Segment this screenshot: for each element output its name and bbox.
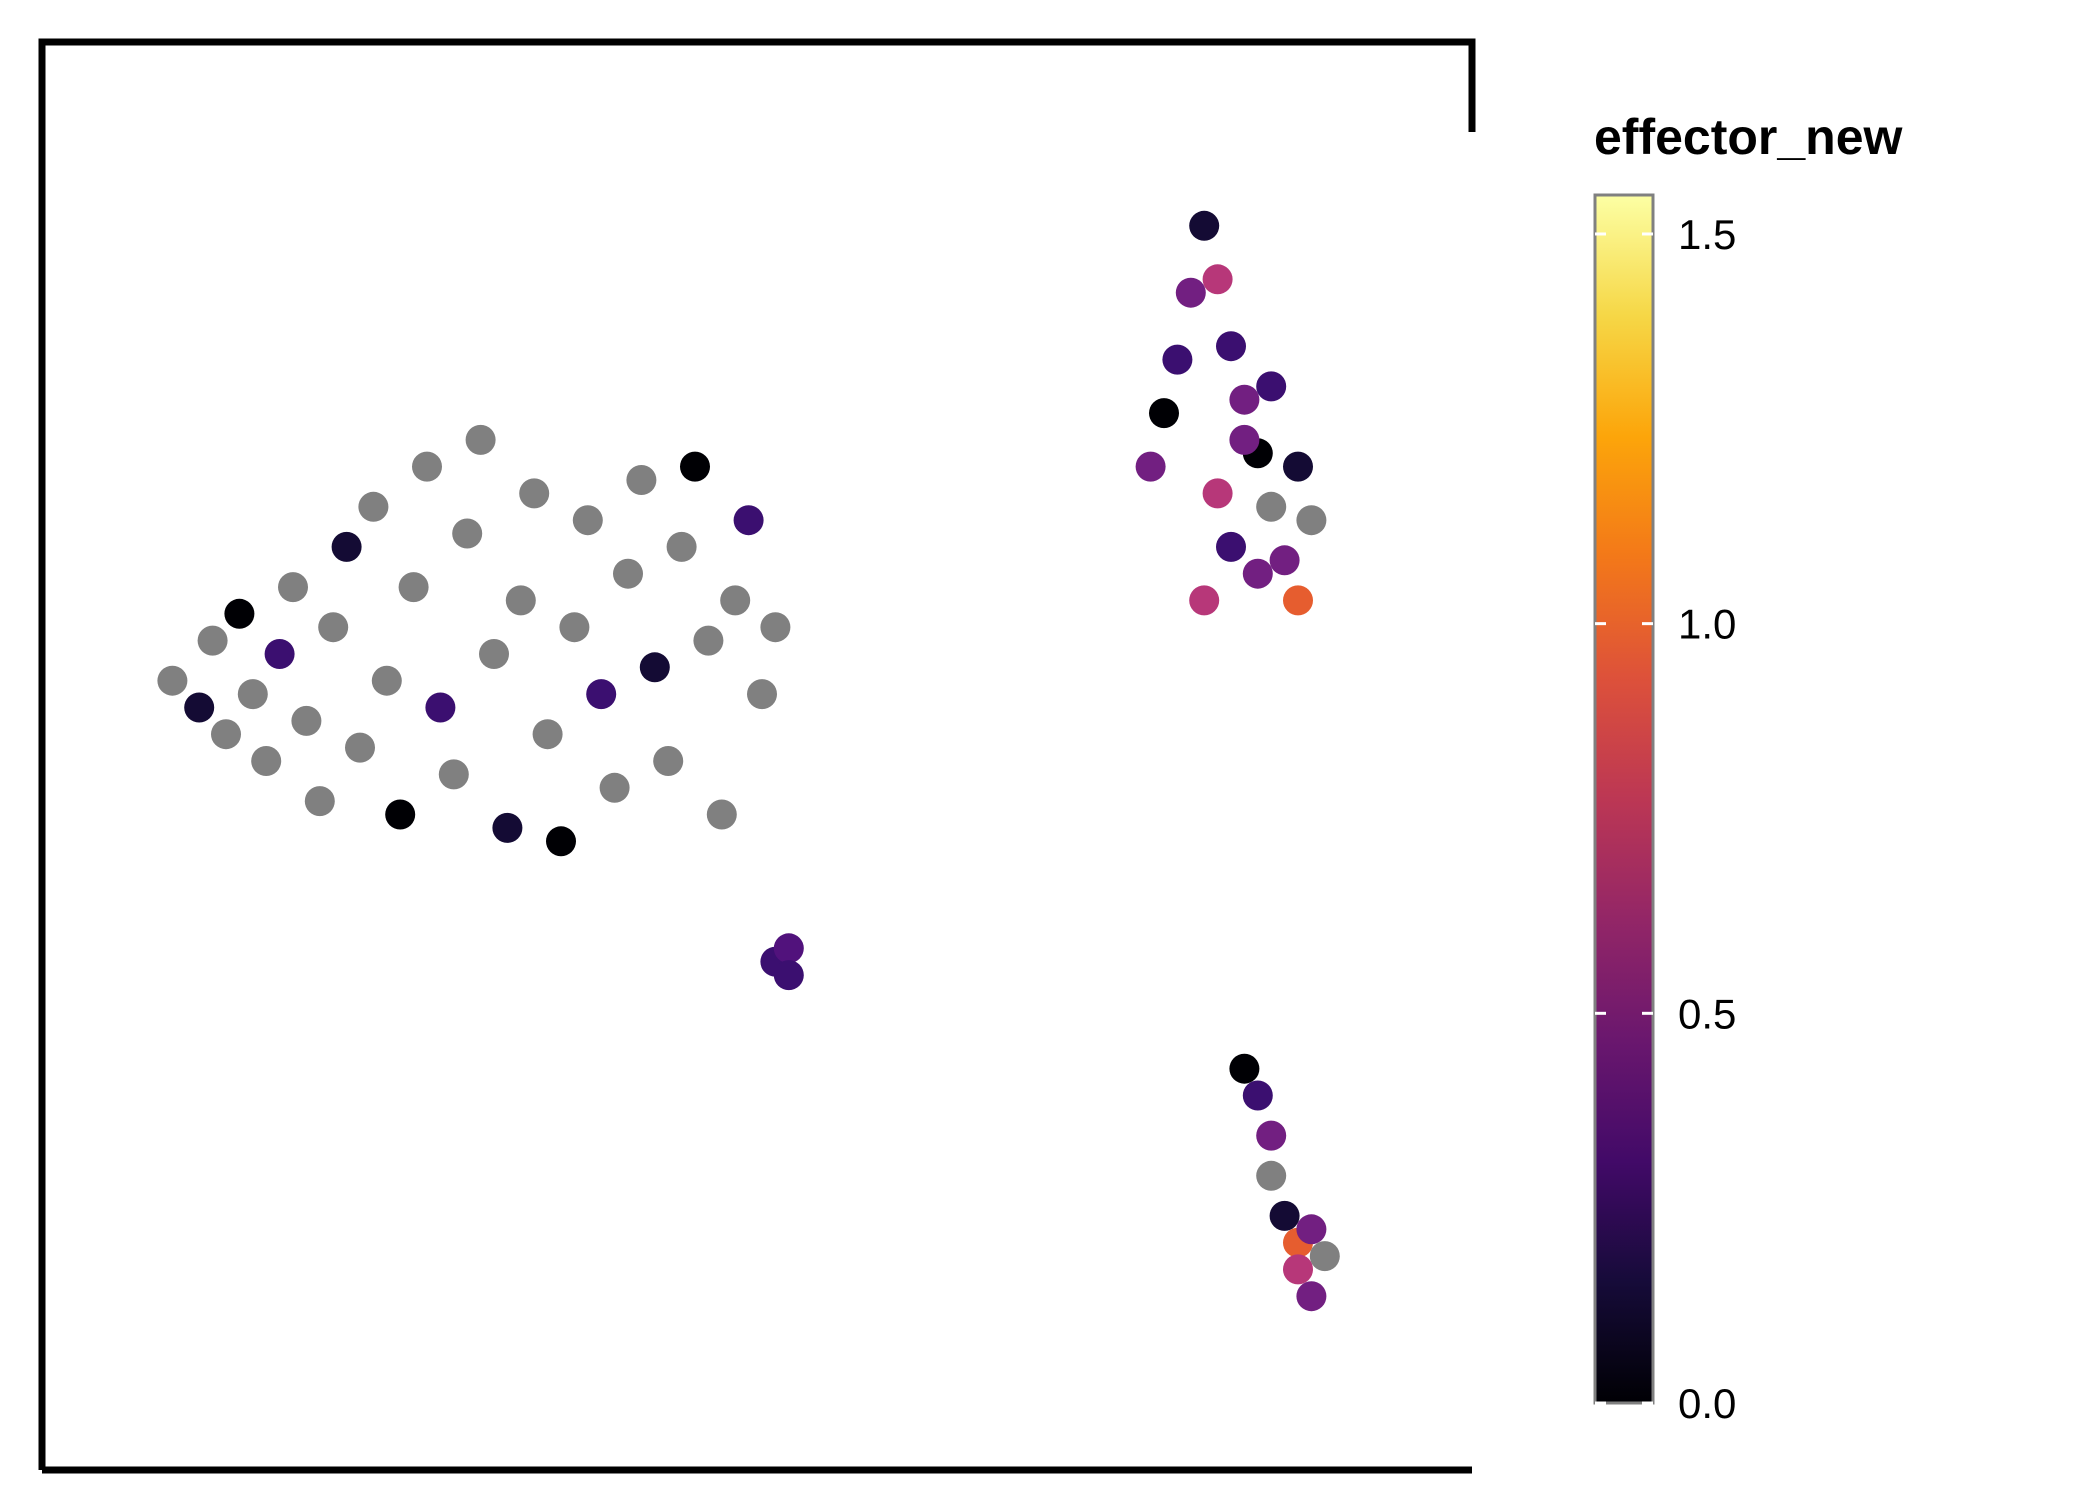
- scatter-point-large-left-16: [385, 799, 416, 830]
- scatter-point-large-left-15: [371, 665, 402, 696]
- scatter-point-large-left-43: [747, 679, 777, 710]
- scatter-point-large-left-5: [237, 679, 268, 710]
- scatter-point-large-left-18: [412, 451, 442, 482]
- scatter-point-upper-right-10: [1269, 545, 1300, 576]
- scatter-point-large-left-12: [331, 531, 362, 562]
- scatter-point-large-left-30: [572, 505, 603, 536]
- scatter-point-large-left-13: [345, 732, 375, 763]
- colorbar-tick-label-2: 1.0: [1678, 601, 1736, 648]
- scatter-point-lower-right-6: [1296, 1214, 1327, 1245]
- colorbar-tick-label-3: 1.5: [1678, 211, 1736, 258]
- scatter-point-large-left-20: [438, 759, 469, 790]
- panel-border-top-left: [38, 38, 1476, 1470]
- scatter-point-upper-right-17: [1256, 371, 1287, 402]
- scatter-point-large-left-39: [693, 625, 724, 656]
- scatter-point-upper-right-19: [1229, 424, 1260, 455]
- colorbar-ticks: 0.0 0.5 1.0 1.5: [1595, 211, 1736, 1427]
- scatter-point-upper-right-12: [1216, 531, 1246, 562]
- scatter-point-large-left-26: [519, 478, 550, 509]
- scatter-point-upper-right-15: [1283, 451, 1313, 482]
- scatter-point-upper-right-6: [1216, 331, 1246, 362]
- scatter-point-large-left-2: [197, 625, 228, 656]
- scatter-point-large-left-23: [479, 639, 509, 669]
- colorbar: [1593, 193, 1655, 1405]
- scatter-point-lower-right-0: [1229, 1053, 1260, 1084]
- scatter-point-large-left-4: [224, 598, 255, 629]
- scatter-point-large-left-33: [613, 558, 643, 589]
- scatter-point-large-left-40: [706, 799, 737, 830]
- scatter-point-large-left-37: [666, 531, 697, 562]
- scatter-point-large-left-24: [492, 812, 523, 843]
- colorbar-tick-label-0: 0.0: [1678, 1380, 1736, 1427]
- scatter-point-small-middle-2: [773, 960, 804, 991]
- scatter-point-upper-right-4: [1189, 210, 1220, 241]
- scatter-point-large-left-21: [452, 518, 483, 549]
- scatter-point-large-left-36: [653, 746, 684, 776]
- colorbar-title: effector_new: [1594, 109, 1903, 165]
- scatter-point-large-left-7: [264, 639, 295, 669]
- colorbar-tick-label-1: 0.5: [1678, 990, 1736, 1037]
- scatter-point-upper-right-3: [1175, 277, 1206, 308]
- scatter-point-small-middle-1: [773, 933, 804, 964]
- scatter-point-upper-right-18: [1202, 478, 1233, 509]
- scatter-point-large-left-29: [559, 612, 590, 643]
- scatter-points: [157, 210, 1340, 1312]
- scatter-point-upper-right-1: [1149, 398, 1179, 429]
- scatter-point-upper-right-11: [1283, 585, 1313, 616]
- scatter-point-large-left-34: [626, 465, 657, 495]
- scatter-point-lower-right-8: [1283, 1254, 1313, 1285]
- scatter-point-large-left-10: [304, 786, 335, 817]
- scatter-point-lower-right-3: [1256, 1160, 1287, 1191]
- scatter-point-upper-right-16: [1296, 505, 1327, 536]
- scatter-point-large-left-19: [425, 692, 456, 723]
- scatter-point-large-left-11: [318, 612, 349, 643]
- scatter-point-upper-right-2: [1162, 344, 1193, 375]
- scatter-point-large-left-9: [291, 705, 322, 736]
- scatter-point-large-left-41: [720, 585, 751, 616]
- scatter-point-large-left-17: [398, 572, 429, 603]
- scatter-point-large-left-27: [532, 719, 563, 750]
- scatter-point-large-left-3: [211, 719, 241, 750]
- scatter-point-upper-right-9: [1256, 491, 1287, 522]
- scatter-point-lower-right-7: [1309, 1241, 1340, 1272]
- scatter-point-lower-right-9: [1296, 1281, 1327, 1312]
- scatter-point-large-left-28: [546, 826, 576, 857]
- scatter-point-upper-right-13: [1189, 585, 1220, 616]
- scatter-point-large-left-31: [586, 679, 617, 710]
- scatter-point-large-left-8: [278, 572, 308, 603]
- scatter-point-large-left-1: [184, 692, 215, 723]
- scatter-point-upper-right-14: [1242, 558, 1273, 589]
- scatter-point-large-left-42: [733, 505, 764, 536]
- scatter-point-upper-right-5: [1202, 264, 1233, 295]
- scatter-point-lower-right-4: [1269, 1200, 1300, 1231]
- scatter-point-large-left-32: [599, 772, 630, 803]
- scatter-point-large-left-14: [358, 491, 389, 522]
- scatter-point-large-left-25: [505, 585, 536, 616]
- scatter-point-large-left-38: [680, 451, 710, 482]
- scatter-point-upper-right-0: [1135, 451, 1166, 482]
- scatter-point-large-left-44: [760, 612, 791, 643]
- scatter-point-large-left-22: [465, 424, 496, 455]
- scatter-point-lower-right-1: [1242, 1080, 1273, 1111]
- scatter-point-lower-right-2: [1256, 1120, 1287, 1151]
- scatter-point-large-left-35: [639, 652, 670, 683]
- scatter-point-large-left-0: [157, 665, 188, 696]
- scatter-point-large-left-6: [251, 746, 282, 776]
- scatter-point-upper-right-7: [1229, 384, 1260, 415]
